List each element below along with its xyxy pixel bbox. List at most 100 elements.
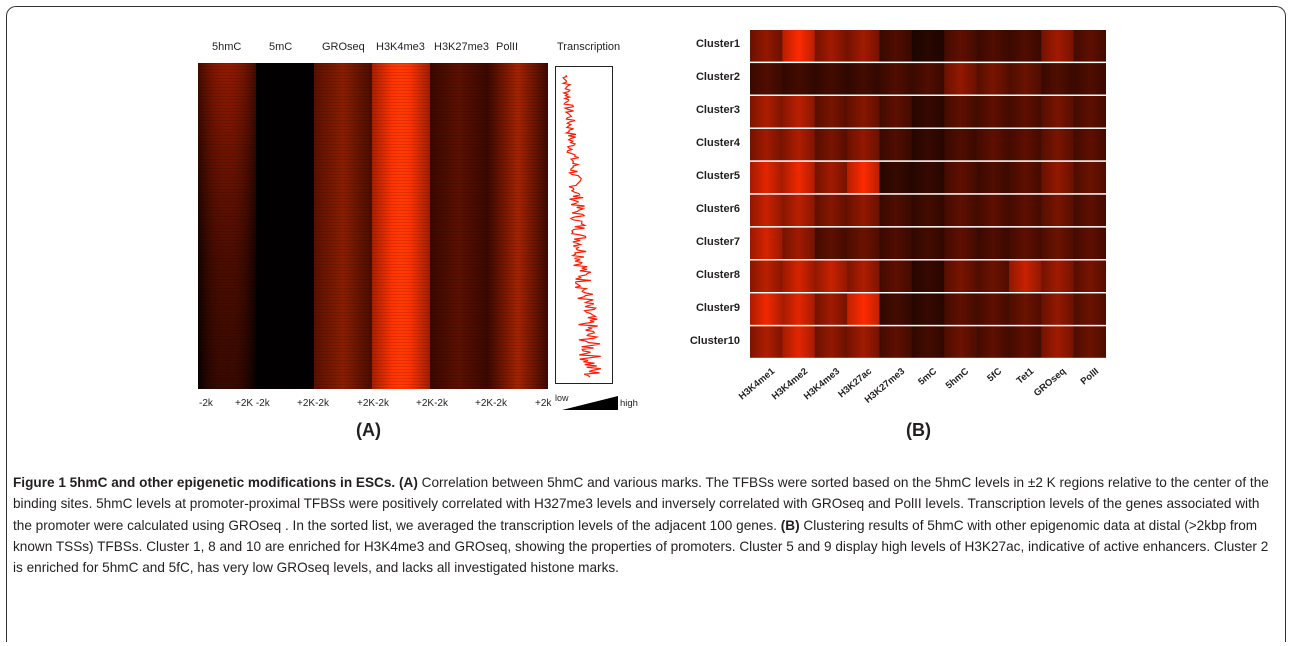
- cluster-separator: [750, 292, 1106, 294]
- axis-label-5: +2K-2k: [475, 398, 507, 409]
- heat-cell-cluster3-h3k27ac: [847, 95, 880, 128]
- heat-cell-cluster6-h3k4me2: [782, 194, 816, 227]
- heat-cell-cluster1-h3k4me1: [750, 30, 783, 62]
- heat-cell-cluster1-h3k4me3: [814, 30, 848, 62]
- heat-cell-cluster6-5fc: [976, 194, 1010, 227]
- heat-cell-cluster6-h3k27me3: [879, 194, 913, 227]
- heat-cell-cluster2-5fc: [976, 62, 1010, 95]
- cluster-separator: [750, 193, 1106, 195]
- cluster-label-6: Cluster6: [695, 202, 740, 215]
- legend-wedge: [562, 396, 618, 410]
- heat-cell-cluster7-groseq: [1041, 227, 1075, 260]
- heat-cell-cluster3-h3k4me3: [814, 95, 848, 128]
- cluster-separator: [750, 226, 1106, 228]
- heat-cell-cluster4-5hmc: [944, 128, 977, 161]
- heat-cell-cluster1-h3k27me3: [879, 30, 913, 62]
- panel-a-heatmap: [198, 63, 548, 389]
- cluster-separator: [750, 94, 1106, 96]
- heat-cell-cluster8-tet1: [1008, 260, 1042, 292]
- heat-cell-cluster9-polii: [1073, 293, 1106, 325]
- transcription-profile-box: [555, 66, 613, 384]
- heat-cell-cluster3-h3k27me3: [879, 95, 913, 128]
- cluster-separator: [750, 259, 1106, 261]
- legend-low: low: [555, 393, 569, 403]
- heat-cell-cluster3-5hmc: [944, 95, 977, 128]
- heat-cell-cluster8-h3k4me1: [750, 260, 783, 292]
- heat-cell-cluster7-h3k4me1: [750, 227, 783, 260]
- heat-cell-cluster9-groseq: [1041, 293, 1075, 325]
- heat-cell-cluster5-5fc: [976, 161, 1010, 194]
- heat-cell-cluster10-tet1: [1008, 326, 1042, 358]
- heat-cell-cluster4-h3k27me3: [879, 128, 913, 161]
- heat-cell-cluster3-polii: [1073, 95, 1106, 128]
- heat-cell-cluster10-groseq: [1041, 326, 1075, 358]
- col-label-groseq: GROseq: [322, 41, 365, 53]
- heat-cell-cluster7-5hmc: [944, 227, 977, 260]
- heat-cell-cluster8-groseq: [1041, 260, 1075, 292]
- heat-cell-cluster5-h3k4me1: [750, 161, 783, 194]
- heat-cell-cluster7-h3k27ac: [847, 227, 880, 260]
- heat-cell-cluster9-h3k4me2: [782, 293, 816, 325]
- col-label-polii: PolII: [496, 41, 519, 53]
- cluster-separator: [750, 61, 1106, 64]
- heat-cell-cluster5-5hmc: [944, 161, 977, 194]
- heat-cell-cluster10-5mc: [911, 326, 945, 358]
- heat-cell-cluster2-groseq: [1041, 62, 1075, 95]
- cluster-label-10: Cluster10: [689, 334, 740, 347]
- heat-cell-cluster1-polii: [1073, 30, 1106, 62]
- transcription-profile-line: [561, 74, 602, 378]
- heat-cell-cluster2-h3k4me1: [750, 62, 783, 95]
- heat-cell-cluster9-h3k4me1: [750, 293, 783, 325]
- cluster-label-3: Cluster3: [695, 104, 740, 117]
- axis-label-4: +2K-2k: [416, 398, 448, 409]
- heat-cell-cluster5-polii: [1073, 161, 1106, 194]
- figure-frame: [6, 6, 1286, 642]
- panel-b-letter: (B): [906, 420, 931, 440]
- cluster-separator: [750, 127, 1106, 129]
- heat-cell-cluster7-5mc: [911, 227, 945, 260]
- heat-cell-cluster4-5mc: [911, 128, 945, 161]
- heat-cell-cluster9-5fc: [976, 293, 1010, 325]
- heat-cell-cluster4-groseq: [1041, 128, 1075, 161]
- heat-cell-cluster10-h3k27me3: [879, 326, 913, 358]
- heat-cell-cluster8-h3k27me3: [879, 260, 913, 292]
- heat-cell-cluster2-h3k4me3: [814, 62, 848, 95]
- heat-cell-cluster1-groseq: [1041, 30, 1075, 62]
- heat-cell-cluster6-groseq: [1041, 194, 1075, 227]
- heat-cell-cluster8-h3k4me3: [814, 260, 848, 292]
- heat-cell-cluster2-h3k27me3: [879, 62, 913, 95]
- heat-cell-cluster3-5fc: [976, 95, 1010, 128]
- heat-cell-cluster6-tet1: [1008, 194, 1042, 227]
- panel-b-heatmap: [750, 30, 1106, 358]
- heat-cell-cluster6-h3k27ac: [847, 194, 880, 227]
- heat-cell-cluster2-h3k4me2: [782, 62, 816, 95]
- heat-cell-cluster7-h3k27me3: [879, 227, 913, 260]
- heat-cell-cluster2-h3k27ac: [847, 62, 880, 95]
- heat-cell-cluster10-polii: [1073, 326, 1106, 358]
- heat-cell-cluster6-h3k4me1: [750, 194, 783, 227]
- heat-cell-cluster6-5mc: [911, 194, 945, 227]
- cluster-label-2: Cluster2: [695, 71, 740, 84]
- heat-cell-cluster10-h3k4me1: [750, 326, 783, 358]
- caption-a-label: (A): [398, 475, 418, 490]
- cluster-separator: [750, 324, 1106, 327]
- heat-cell-cluster4-h3k27ac: [847, 128, 880, 161]
- heat-cell-cluster8-h3k27ac: [847, 260, 880, 292]
- heat-cell-cluster9-5hmc: [944, 293, 977, 325]
- heat-cell-cluster6-polii: [1073, 194, 1106, 227]
- heat-cell-cluster9-h3k4me3: [814, 293, 848, 325]
- heat-cell-cluster7-h3k4me3: [814, 227, 848, 260]
- heat-cell-cluster1-tet1: [1008, 30, 1042, 62]
- axis-label-6: +2k: [535, 398, 552, 409]
- heat-cell-cluster4-polii: [1073, 128, 1106, 161]
- heat-cell-cluster8-5hmc: [944, 260, 977, 292]
- cluster-separator: [750, 160, 1106, 162]
- heat-cell-cluster4-tet1: [1008, 128, 1042, 161]
- axis-label-1: +2K -2k: [235, 398, 270, 409]
- col-label-5mc: 5mC: [269, 41, 293, 53]
- cluster-label-9: Cluster9: [695, 301, 740, 314]
- heat-cell-cluster3-h3k4me1: [750, 95, 783, 128]
- figure-caption: Figure 1 5hmC and other epigenetic modif…: [13, 472, 1275, 578]
- heat-cell-cluster4-h3k4me3: [814, 128, 848, 161]
- heat-cell-cluster1-5hmc: [944, 30, 977, 62]
